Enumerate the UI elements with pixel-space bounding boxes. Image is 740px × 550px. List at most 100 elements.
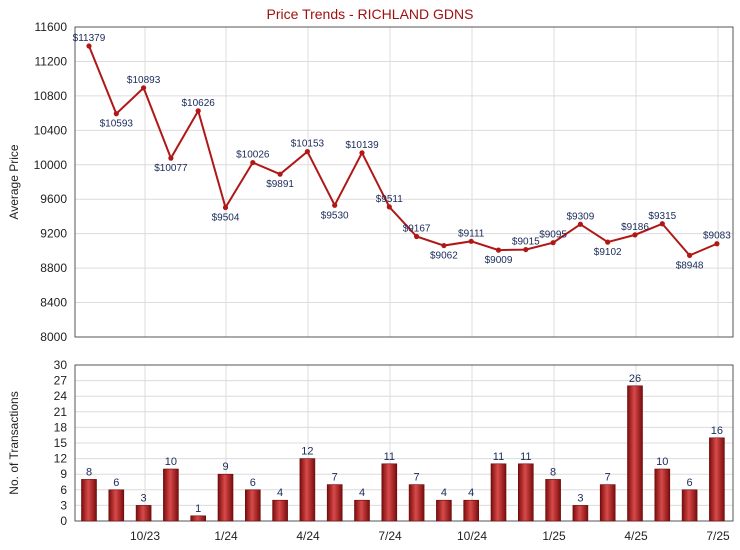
volume-bar <box>135 505 152 522</box>
price-data-label: $9062 <box>430 251 458 262</box>
volume-bar <box>163 468 179 522</box>
price-point <box>714 241 720 247</box>
volume-bar <box>326 484 343 522</box>
price-y-tick-label: 10000 <box>34 158 68 172</box>
price-data-label: $10893 <box>127 75 161 86</box>
price-point <box>550 240 556 246</box>
volume-bar <box>681 489 698 522</box>
price-point <box>195 108 201 114</box>
volume-bar <box>545 479 561 522</box>
price-point <box>168 155 174 161</box>
volume-data-label: 7 <box>414 472 420 484</box>
price-point <box>277 171 283 177</box>
price-y-tick-label: 9600 <box>40 192 67 206</box>
volume-data-label: 4 <box>441 487 447 499</box>
volume-plot-frame <box>74 364 734 522</box>
volume-bar <box>190 515 206 522</box>
volume-data-label: 4 <box>359 487 365 499</box>
price-point <box>605 239 611 245</box>
volume-y-tick-label: 9 <box>60 467 67 481</box>
volume-y-tick-label: 6 <box>60 483 67 497</box>
volume-data-label: 1 <box>195 503 201 515</box>
chart-title: Price Trends - RICHLAND GDNS <box>267 6 474 22</box>
volume-y-tick-label: 27 <box>54 374 68 388</box>
price-point <box>113 111 119 117</box>
price-point <box>577 221 584 227</box>
volume-bar <box>217 473 234 522</box>
volume-data-label: 12 <box>301 446 313 458</box>
price-point <box>222 204 229 211</box>
price-point <box>632 232 638 238</box>
volume-bar <box>436 499 452 522</box>
volume-y-tick-label: 21 <box>54 405 68 419</box>
price-point <box>332 202 338 208</box>
volume-y-tick-label: 15 <box>54 436 68 450</box>
volume-y-tick-label: 3 <box>60 498 67 512</box>
price-point <box>523 246 529 253</box>
volume-data-label: 10 <box>656 456 668 468</box>
price-point <box>250 159 256 166</box>
price-point <box>414 233 420 240</box>
price-data-label: $9530 <box>321 210 349 221</box>
price-data-label: $9511 <box>376 194 404 205</box>
volume-data-label: 11 <box>493 451 504 463</box>
price-point <box>468 238 474 244</box>
x-tick-label: 10/23 <box>130 529 160 543</box>
price-y-tick-label: 11200 <box>35 54 68 68</box>
price-data-label: $9315 <box>648 211 676 222</box>
price-data-label: $9102 <box>594 247 622 258</box>
volume-data-label: 9 <box>222 461 228 473</box>
price-data-label: $9891 <box>266 179 294 190</box>
price-y-axis-label: Average Price <box>7 144 21 219</box>
volume-bar <box>572 505 589 522</box>
price-point <box>141 85 147 91</box>
x-tick-label: 4/24 <box>296 529 320 543</box>
price-point <box>86 43 92 49</box>
volume-bar <box>463 499 480 522</box>
price-y-tick-label: 8000 <box>40 330 67 344</box>
volume-bar <box>108 489 125 522</box>
volume-data-label: 8 <box>550 466 556 478</box>
price-data-label: $9186 <box>621 222 649 233</box>
volume-y-tick-label: 30 <box>54 358 68 372</box>
price-data-label: $10593 <box>100 119 134 130</box>
price-point <box>495 247 502 253</box>
price-y-tick-label: 8800 <box>40 261 67 275</box>
volume-bar <box>654 468 671 522</box>
price-point <box>441 242 447 249</box>
price-data-label: $10139 <box>345 140 379 151</box>
volume-data-label: 6 <box>250 477 256 489</box>
price-y-tick-label: 9200 <box>40 227 67 241</box>
price-y-tick-label: 10400 <box>34 123 68 137</box>
price-series-line <box>88 45 718 257</box>
price-data-label: $9111 <box>458 228 485 239</box>
volume-data-label: 11 <box>384 451 395 463</box>
volume-y-tick-label: 18 <box>54 420 68 434</box>
volume-bar <box>381 463 398 522</box>
volume-bar <box>81 479 97 522</box>
price-data-label: $9504 <box>212 212 240 223</box>
volume-bar <box>408 484 425 522</box>
volume-bar <box>709 437 725 522</box>
price-y-tick-label: 11600 <box>35 20 68 34</box>
price-point <box>359 150 365 156</box>
x-tick-label: 1/24 <box>214 529 238 543</box>
x-tick-label: 7/24 <box>378 529 402 543</box>
price-data-label: $8948 <box>676 260 704 271</box>
price-point <box>304 149 310 155</box>
price-y-tick-label: 10800 <box>34 89 68 103</box>
volume-data-label: 7 <box>605 472 611 484</box>
x-tick-label: 1/25 <box>542 529 566 543</box>
volume-bar <box>299 458 316 522</box>
price-data-label: $9009 <box>485 255 513 266</box>
volume-bar <box>599 484 616 522</box>
price-panel: 8000 8400 8800 9200 9600 10000 10400 10800 11200… <box>34 20 734 344</box>
price-y-tick-label: 8400 <box>40 296 67 310</box>
volume-y-tick-label: 24 <box>54 389 68 403</box>
volume-data-label: 3 <box>141 492 147 504</box>
volume-y-tick-label: 12 <box>54 452 68 466</box>
price-data-label: $9095 <box>539 230 567 241</box>
volume-bar <box>627 385 643 522</box>
